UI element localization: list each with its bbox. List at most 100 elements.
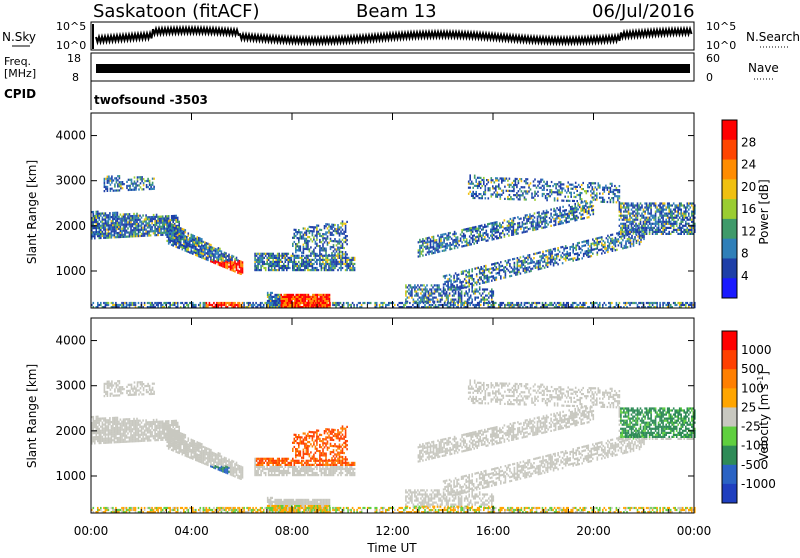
power-cell xyxy=(318,298,320,300)
power-cell xyxy=(128,179,130,181)
power-cell xyxy=(539,262,541,264)
power-cell xyxy=(598,182,600,184)
power-cell xyxy=(655,215,657,217)
power-cell xyxy=(495,177,497,179)
power-cell xyxy=(311,302,313,304)
power-cell xyxy=(346,265,348,267)
beam-label: Beam 13 xyxy=(356,1,437,22)
power-cell xyxy=(467,230,469,232)
power-cell xyxy=(461,229,463,231)
power-cell xyxy=(662,229,664,231)
power-cell xyxy=(519,188,521,190)
power-cell xyxy=(240,265,242,267)
power-cell xyxy=(502,230,504,232)
power-cell xyxy=(204,244,206,246)
power-cell xyxy=(491,299,493,301)
power-cell xyxy=(346,221,348,223)
power-cell xyxy=(311,300,313,302)
power-cell xyxy=(157,234,159,236)
power-cell xyxy=(454,235,456,237)
power-cell xyxy=(554,262,556,264)
power-cell xyxy=(189,251,191,253)
power-cell xyxy=(149,182,151,184)
power-cell xyxy=(529,215,531,217)
power-cell xyxy=(566,185,568,187)
power-cell xyxy=(616,189,618,191)
power-cell xyxy=(197,253,199,255)
power-cell xyxy=(210,250,212,252)
power-cell xyxy=(308,294,310,296)
power-cell xyxy=(629,217,631,219)
power-cell xyxy=(340,231,342,233)
power-cell xyxy=(452,290,454,292)
power-cell xyxy=(484,269,486,271)
power-cell xyxy=(432,286,434,288)
power-cell xyxy=(120,181,122,183)
power-cell xyxy=(624,247,626,249)
power-cell xyxy=(590,190,592,192)
power-cell xyxy=(590,206,592,208)
power-cell xyxy=(132,235,134,237)
power-cell xyxy=(511,232,513,234)
power-cell xyxy=(572,260,574,262)
power-cell xyxy=(670,221,672,223)
power-cell xyxy=(185,250,187,252)
power-cell xyxy=(537,195,539,197)
power-cell xyxy=(325,259,327,261)
power-cell xyxy=(414,290,416,292)
power-cell xyxy=(242,261,244,263)
power-cell xyxy=(500,177,502,179)
power-cell xyxy=(120,224,122,226)
power-cell xyxy=(349,263,351,265)
power-cell xyxy=(591,249,593,251)
power-cell xyxy=(345,231,347,233)
power-cell xyxy=(531,223,533,225)
power-cell xyxy=(631,213,633,215)
power-cell xyxy=(604,242,606,244)
power-cell xyxy=(548,195,550,197)
power-cell xyxy=(530,260,532,262)
power-cell xyxy=(192,302,194,304)
power-cell xyxy=(178,247,180,249)
power-cell xyxy=(680,211,682,213)
power-cell xyxy=(289,261,291,263)
power-cell xyxy=(495,230,497,232)
power-cell xyxy=(180,237,182,239)
power-cell xyxy=(593,199,595,201)
power-cell xyxy=(135,215,137,217)
power-cell xyxy=(543,187,545,189)
power-cell xyxy=(625,240,627,242)
power-cell xyxy=(123,218,125,220)
power-cell xyxy=(554,199,556,201)
power-cell xyxy=(507,184,509,186)
power-cell xyxy=(298,229,300,231)
power-cell xyxy=(297,294,299,296)
power-cell xyxy=(559,206,561,208)
power-cell xyxy=(180,242,182,244)
power-cell xyxy=(239,304,241,306)
power-cell xyxy=(531,221,533,223)
power-cell xyxy=(301,263,303,265)
power-cell xyxy=(334,302,336,304)
power-cell xyxy=(334,265,336,267)
power-cell xyxy=(254,263,256,265)
power-cell xyxy=(691,204,693,206)
power-cell xyxy=(172,234,174,236)
power-cell xyxy=(649,206,651,208)
power-cell xyxy=(576,217,578,219)
power-cell xyxy=(210,252,212,254)
power-cell xyxy=(123,236,125,238)
power-cell xyxy=(594,244,596,246)
power-cell xyxy=(327,223,329,225)
power-cell xyxy=(443,286,445,288)
power-cell xyxy=(307,236,309,238)
power-cell xyxy=(104,186,106,188)
power-cell xyxy=(140,182,142,184)
power-cell xyxy=(439,240,441,242)
power-cell xyxy=(329,302,331,304)
power-cell xyxy=(499,222,501,224)
power-cell xyxy=(292,263,294,265)
power-cell xyxy=(309,255,311,257)
power-cell xyxy=(547,262,549,264)
power-cell xyxy=(105,186,107,188)
